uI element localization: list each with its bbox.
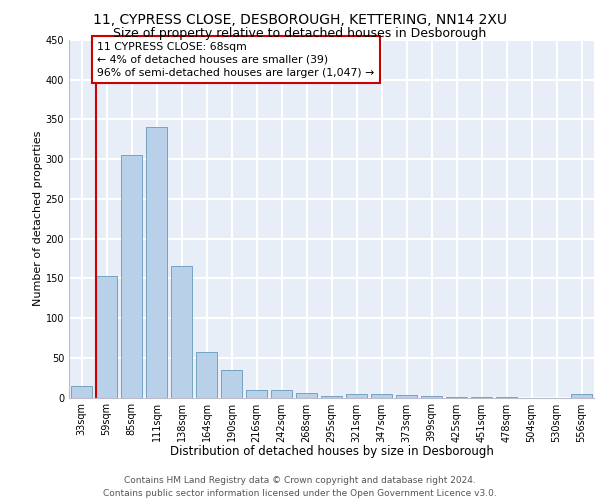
- Bar: [421, 396, 442, 398]
- Bar: [171, 266, 192, 398]
- Bar: [446, 396, 467, 398]
- Bar: [146, 128, 167, 398]
- Bar: [496, 396, 517, 398]
- Bar: [396, 395, 417, 398]
- Text: 11, CYPRESS CLOSE, DESBOROUGH, KETTERING, NN14 2XU: 11, CYPRESS CLOSE, DESBOROUGH, KETTERING…: [93, 12, 507, 26]
- Bar: [296, 392, 317, 398]
- Bar: [346, 394, 367, 398]
- Bar: [196, 352, 217, 398]
- Text: Size of property relative to detached houses in Desborough: Size of property relative to detached ho…: [113, 28, 487, 40]
- Bar: [271, 390, 292, 398]
- Bar: [471, 396, 492, 398]
- Bar: [571, 394, 592, 398]
- Bar: [371, 394, 392, 398]
- Bar: [221, 370, 242, 398]
- Bar: [121, 155, 142, 398]
- Bar: [246, 390, 267, 398]
- X-axis label: Distribution of detached houses by size in Desborough: Distribution of detached houses by size …: [170, 444, 493, 458]
- Y-axis label: Number of detached properties: Number of detached properties: [33, 131, 43, 306]
- Bar: [96, 276, 117, 398]
- Bar: [321, 396, 342, 398]
- Text: 11 CYPRESS CLOSE: 68sqm
← 4% of detached houses are smaller (39)
96% of semi-det: 11 CYPRESS CLOSE: 68sqm ← 4% of detached…: [97, 42, 374, 78]
- Text: Contains HM Land Registry data © Crown copyright and database right 2024.
Contai: Contains HM Land Registry data © Crown c…: [103, 476, 497, 498]
- Bar: [71, 386, 92, 398]
